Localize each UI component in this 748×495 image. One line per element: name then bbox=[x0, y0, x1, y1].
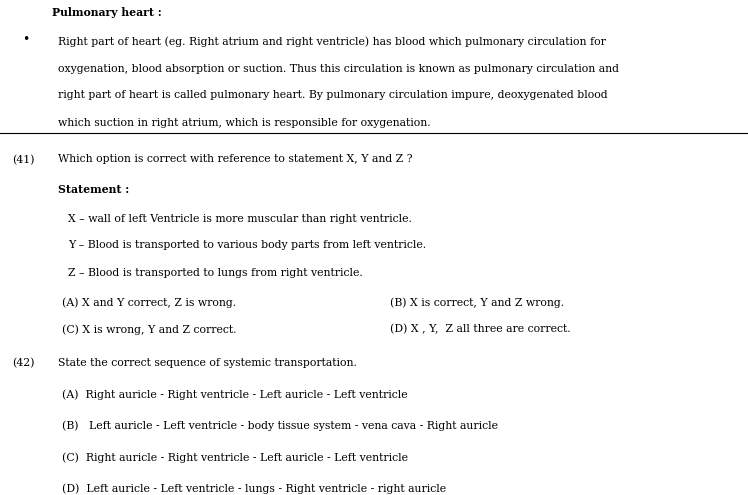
Text: Z – Blood is transported to lungs from right ventricle.: Z – Blood is transported to lungs from r… bbox=[68, 267, 363, 278]
Text: (A) X and Y correct, Z is wrong.: (A) X and Y correct, Z is wrong. bbox=[62, 297, 236, 307]
Text: Y – Blood is transported to various body parts from left ventricle.: Y – Blood is transported to various body… bbox=[68, 241, 426, 250]
Text: oxygenation, blood absorption or suction. Thus this circulation is known as pulm: oxygenation, blood absorption or suction… bbox=[58, 63, 619, 73]
Text: (42): (42) bbox=[12, 357, 34, 368]
Text: (A)  Right auricle - Right ventricle - Left auricle - Left ventricle: (A) Right auricle - Right ventricle - Le… bbox=[62, 389, 408, 399]
Text: right part of heart is called pulmonary heart. By pulmonary circulation impure, : right part of heart is called pulmonary … bbox=[58, 91, 607, 100]
Text: Right part of heart (eg. Right atrium and right ventricle) has blood which pulmo: Right part of heart (eg. Right atrium an… bbox=[58, 37, 606, 47]
Text: Statement :: Statement : bbox=[58, 184, 129, 195]
Text: Pulmonary heart :: Pulmonary heart : bbox=[52, 7, 162, 18]
Text: which suction in right atrium, which is responsible for oxygenation.: which suction in right atrium, which is … bbox=[58, 117, 431, 128]
Text: (B)   Left auricle - Left ventricle - body tissue system - vena cava - Right aur: (B) Left auricle - Left ventricle - body… bbox=[62, 420, 498, 431]
Text: (D)  Left auricle - Left ventricle - lungs - Right ventricle - right auricle: (D) Left auricle - Left ventricle - lung… bbox=[62, 484, 446, 494]
Text: (D) X , Y,  Z all three are correct.: (D) X , Y, Z all three are correct. bbox=[390, 324, 571, 334]
Text: Which option is correct with reference to statement X, Y and Z ?: Which option is correct with reference t… bbox=[58, 154, 412, 164]
Text: X – wall of left Ventricle is more muscular than right ventricle.: X – wall of left Ventricle is more muscu… bbox=[68, 213, 412, 224]
Text: (41): (41) bbox=[12, 154, 34, 165]
Text: State the correct sequence of systemic transportation.: State the correct sequence of systemic t… bbox=[58, 357, 357, 367]
Text: •: • bbox=[22, 33, 29, 46]
Text: (C) X is wrong, Y and Z correct.: (C) X is wrong, Y and Z correct. bbox=[62, 324, 236, 335]
Text: (B) X is correct, Y and Z wrong.: (B) X is correct, Y and Z wrong. bbox=[390, 297, 564, 307]
Text: (C)  Right auricle - Right ventricle - Left auricle - Left ventricle: (C) Right auricle - Right ventricle - Le… bbox=[62, 452, 408, 462]
